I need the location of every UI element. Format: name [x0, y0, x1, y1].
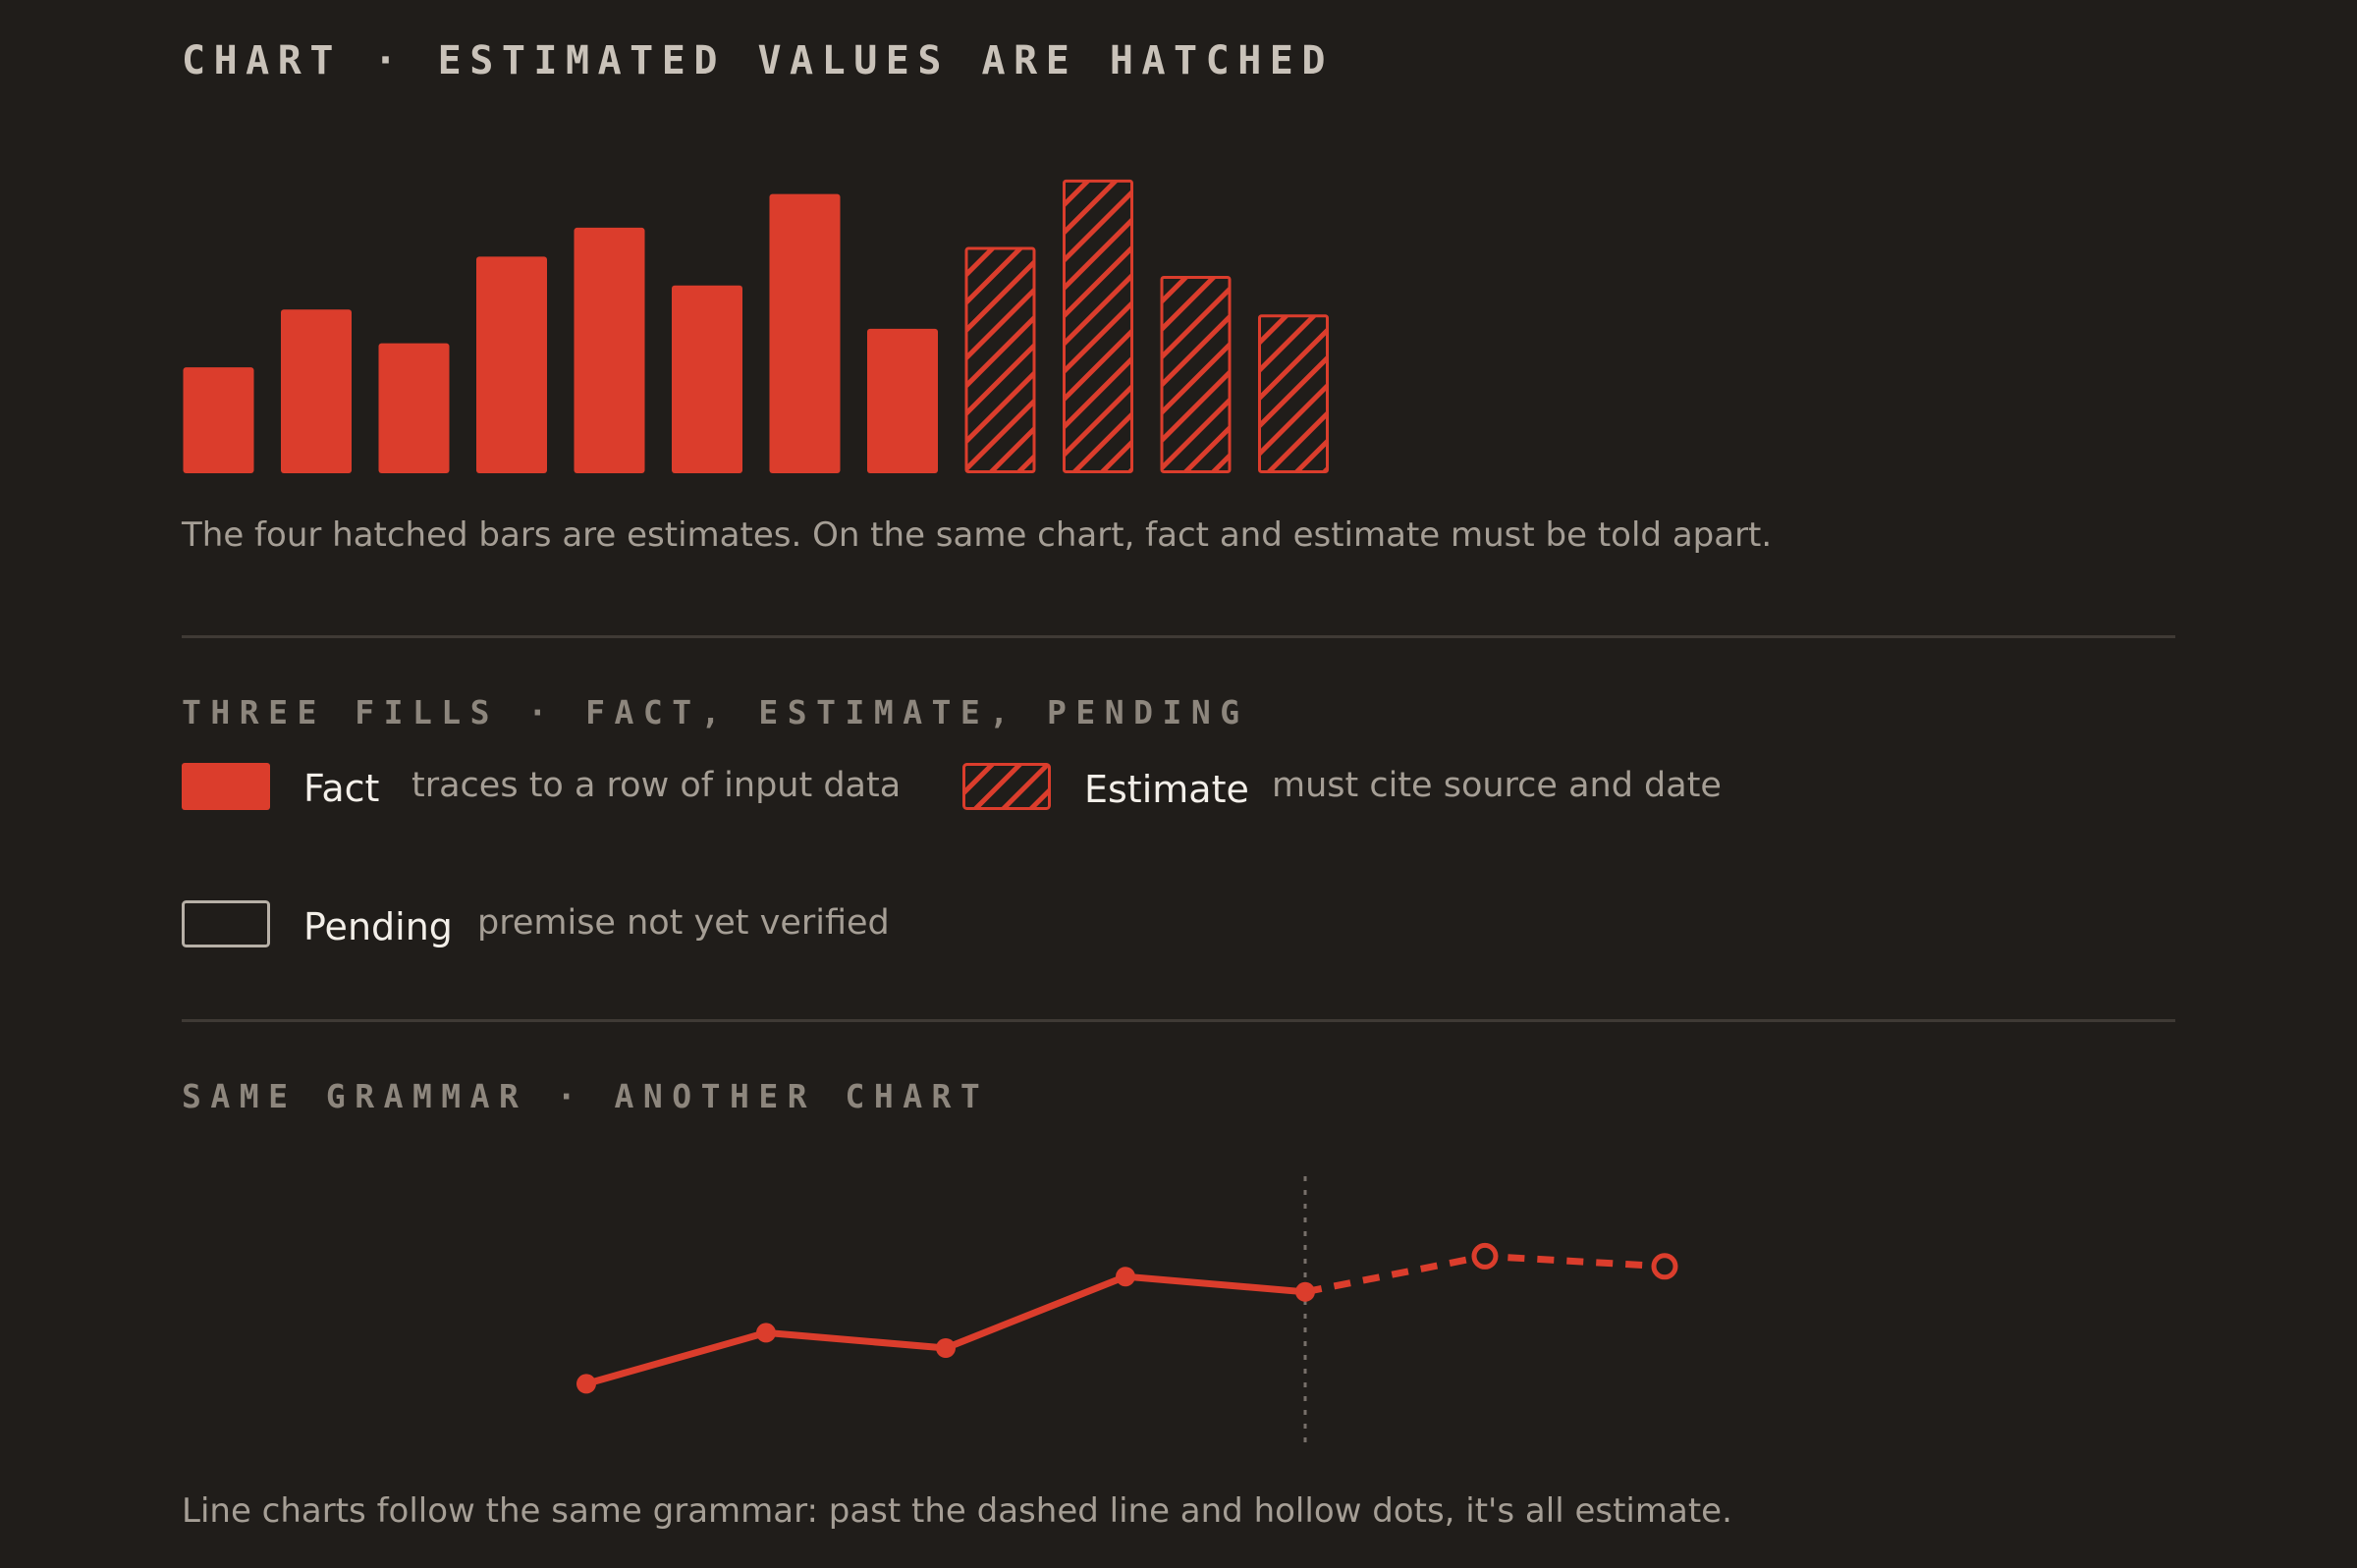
line-point-fact [756, 1323, 776, 1343]
bar-estimate [1160, 275, 1232, 473]
bar-fact [574, 227, 645, 473]
line-chart-heading: SAME GRAMMAR · ANOTHER CHART [182, 1077, 990, 1115]
line-chart-caption: Line charts follow the same grammar: pas… [182, 1491, 1732, 1531]
line-point-fact [1295, 1281, 1315, 1302]
line-point-estimate [1471, 1242, 1499, 1270]
bar-estimate [1063, 179, 1133, 473]
bar-fact [769, 193, 841, 473]
legend-description-pending: premise not yet verified [477, 903, 890, 943]
fills-legend-heading: THREE FILLS · FACT, ESTIMATE, PENDING [182, 693, 1249, 731]
bar-fact [672, 285, 742, 473]
bar-estimate [964, 246, 1036, 473]
bar-chart-caption: The four hatched bars are estimates. On … [182, 515, 1773, 555]
line-point-fact [576, 1374, 596, 1394]
fact-swatch [182, 763, 270, 810]
legend-description-estimate: must cite source and date [1272, 766, 1722, 805]
legend-label-pending: Pending [303, 905, 453, 948]
legend-label-estimate: Estimate [1084, 768, 1249, 811]
bar-fact [281, 309, 352, 473]
legend-item-estimate: Estimate must cite source and date [962, 762, 1748, 811]
bar-fact [867, 328, 938, 473]
legend-label-fact: Fact [303, 767, 380, 810]
bar-chart [183, 179, 1329, 473]
line-chart [576, 1176, 1678, 1443]
pending-swatch [182, 900, 270, 947]
bar-fact [378, 343, 450, 473]
line-point-fact [936, 1338, 956, 1358]
bar-fact [183, 367, 254, 473]
estimate-swatch [962, 763, 1051, 810]
bar-chart-heading: CHART · ESTIMATED VALUES ARE HATCHED [182, 38, 1334, 83]
line-point-fact [1116, 1267, 1135, 1287]
section-divider [182, 1019, 2175, 1022]
legend-item-pending: Pending premise not yet verified [182, 899, 967, 948]
bar-estimate [1258, 314, 1329, 473]
legend-item-fact: Fact traces to a row of input data [182, 762, 967, 811]
line-point-estimate [1651, 1253, 1678, 1280]
bar-fact [476, 256, 547, 473]
legend-description-fact: traces to a row of input data [411, 766, 902, 805]
section-divider [182, 635, 2175, 638]
fact-line [582, 1272, 1309, 1387]
